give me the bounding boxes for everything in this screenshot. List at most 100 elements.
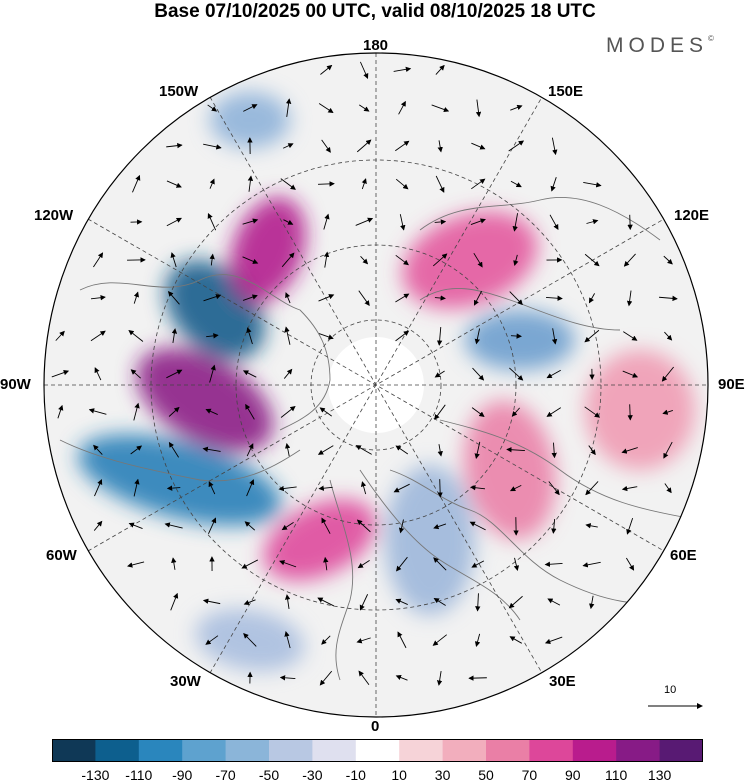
wind-arrow bbox=[360, 481, 367, 495]
colorbar-tick-label: 70 bbox=[521, 767, 538, 783]
wind-arrow bbox=[285, 98, 292, 117]
wind-arrow bbox=[621, 485, 638, 492]
blob-neg-scandinavia bbox=[385, 465, 475, 615]
wind-arrow bbox=[281, 252, 295, 268]
wind-arrow bbox=[360, 255, 369, 265]
wind-arrow bbox=[282, 143, 294, 149]
wind-arrow bbox=[166, 217, 182, 227]
colorbar bbox=[52, 739, 703, 762]
wind-arrow bbox=[395, 445, 409, 455]
wind-arrow bbox=[662, 409, 673, 415]
wind-arrow bbox=[588, 445, 596, 456]
lon-label-30e: 30E bbox=[549, 673, 576, 690]
wind-arrow bbox=[318, 181, 335, 187]
lon-label-60w: 60W bbox=[46, 547, 77, 564]
wind-arrow bbox=[584, 253, 600, 267]
wind-arrow bbox=[207, 104, 218, 112]
wind-arrow bbox=[247, 175, 254, 192]
wind-arrow bbox=[550, 177, 557, 192]
wind-arrow bbox=[355, 445, 372, 455]
wind-arrow bbox=[583, 181, 602, 188]
wind-arrow bbox=[242, 370, 257, 378]
wind-arrow bbox=[584, 406, 601, 418]
wind-arrow bbox=[509, 636, 523, 644]
colorbar-swatch bbox=[269, 739, 313, 762]
wind-arrow bbox=[284, 594, 291, 610]
wind-arrow bbox=[471, 142, 486, 150]
wind-arrow bbox=[246, 443, 254, 457]
wind-arrow bbox=[203, 143, 222, 150]
wind-arrow bbox=[395, 254, 409, 266]
wind-arrow bbox=[359, 594, 369, 611]
wind-arrow bbox=[242, 218, 259, 225]
coastlines bbox=[59, 196, 701, 681]
colorbar-tick-label: -30 bbox=[302, 767, 323, 783]
wind-arrow bbox=[281, 521, 294, 531]
colorbar-tick-label: -130 bbox=[81, 767, 110, 783]
brand-text: MODES bbox=[606, 34, 709, 57]
colorbar-frame bbox=[52, 739, 703, 762]
wind-arrow bbox=[664, 331, 673, 341]
wind-arrow bbox=[435, 175, 445, 193]
map-disc bbox=[44, 53, 708, 717]
wind-arrow bbox=[393, 66, 412, 73]
wind-arrow bbox=[549, 214, 559, 230]
wind-arrow bbox=[585, 481, 599, 496]
wind-arrow bbox=[395, 178, 409, 190]
colorbar-swatch bbox=[138, 739, 183, 762]
wind-arrow bbox=[207, 212, 217, 231]
wind-arrow bbox=[546, 295, 563, 301]
wind-arrow bbox=[243, 632, 257, 647]
wind-arrow bbox=[94, 479, 103, 497]
wind-arrow bbox=[318, 333, 334, 340]
colorbar-swatch bbox=[616, 739, 661, 762]
wind-arrow bbox=[241, 559, 259, 569]
wind-arrow bbox=[395, 330, 410, 342]
wind-arrow bbox=[166, 369, 183, 379]
wind-arrow bbox=[544, 636, 563, 644]
wind-arrow bbox=[323, 251, 330, 268]
wind-arrow bbox=[468, 675, 487, 681]
wind-arrow bbox=[57, 404, 64, 419]
wind-arrow bbox=[395, 140, 410, 152]
colorbar-tick-label: 110 bbox=[605, 767, 628, 783]
wind-arrow bbox=[627, 214, 633, 231]
wind-arrow bbox=[509, 291, 523, 306]
lon-label-0: 0 bbox=[371, 718, 380, 735]
wind-arrow bbox=[130, 369, 141, 379]
colorbar-tick-label: -50 bbox=[258, 767, 280, 783]
wind-arrow bbox=[55, 330, 65, 341]
blob-pos-canada bbox=[136, 347, 274, 453]
lon-label-150w: 150W bbox=[159, 83, 199, 100]
wind-arrow bbox=[472, 367, 485, 381]
wind-arrow bbox=[547, 598, 561, 606]
colorbar-tick-label: -70 bbox=[215, 767, 236, 783]
colorbar-swatch bbox=[312, 739, 357, 762]
wind-arrow bbox=[246, 327, 253, 345]
wind-arrow bbox=[245, 403, 255, 420]
colorbar-swatch bbox=[486, 739, 530, 762]
wind-arrow bbox=[511, 407, 520, 417]
wind-arrow bbox=[170, 252, 177, 268]
wind-arrow bbox=[242, 256, 259, 264]
wind-arrow bbox=[285, 292, 291, 304]
wind-arrow bbox=[208, 517, 217, 534]
colorbar-tick-label: 90 bbox=[565, 767, 581, 783]
wind-arrow bbox=[317, 597, 335, 607]
wind-arrow bbox=[246, 479, 255, 497]
wind-arrow bbox=[127, 561, 145, 568]
wind-arrow bbox=[509, 484, 522, 492]
lon-label-120e: 120E bbox=[674, 207, 710, 224]
wind-arrow bbox=[433, 557, 447, 571]
wind-arrow bbox=[93, 444, 103, 455]
wind-arrow bbox=[166, 142, 183, 149]
wind-arrow bbox=[133, 291, 139, 304]
wind-arrow bbox=[280, 405, 296, 418]
wind-arrow bbox=[397, 631, 407, 649]
wind-arrow bbox=[209, 253, 215, 266]
wind-arrow bbox=[473, 290, 483, 306]
wind-arrow bbox=[659, 295, 678, 302]
wind-arrow bbox=[166, 180, 182, 188]
wind-arrow bbox=[437, 479, 443, 498]
wind-arrow bbox=[546, 407, 562, 417]
